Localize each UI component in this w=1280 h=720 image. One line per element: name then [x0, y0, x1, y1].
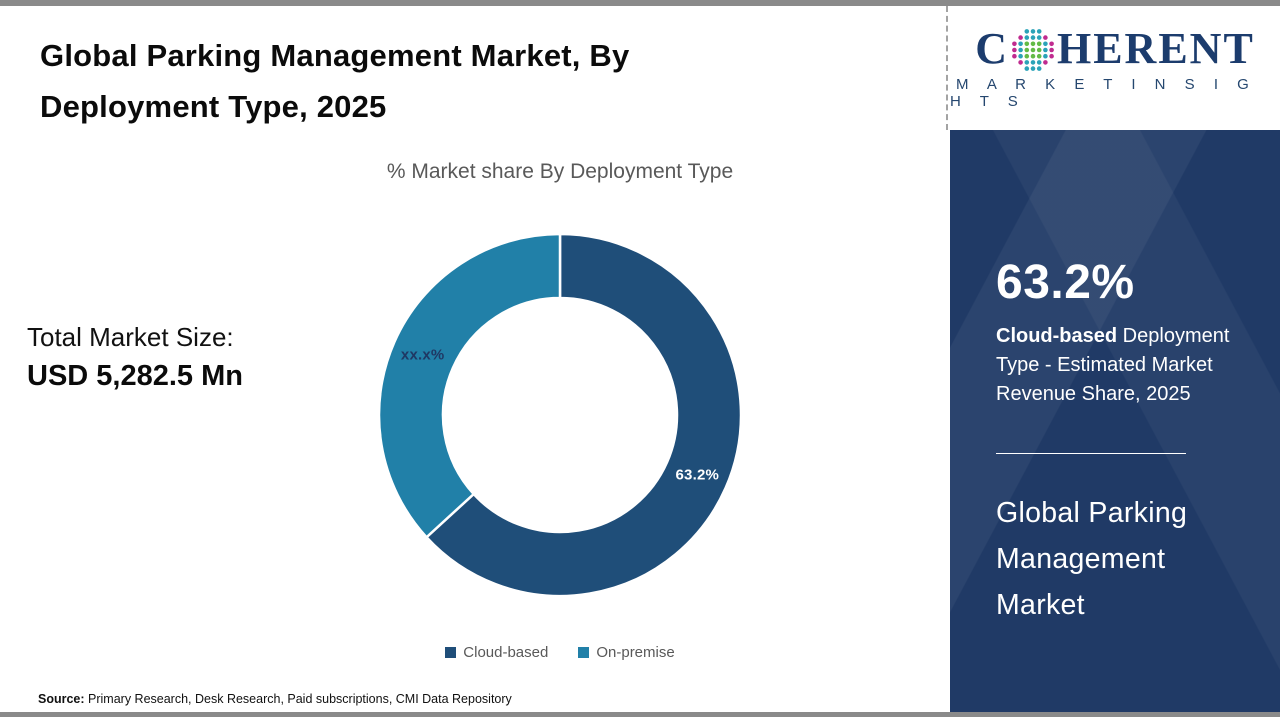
- legend-label: On-premise: [596, 644, 675, 661]
- highlight-description-bold: Cloud-based: [996, 325, 1118, 347]
- source-text: Primary Research, Desk Research, Paid su…: [84, 692, 512, 706]
- brand-logo: C HERENT M A R K E T I N S I G H T S: [950, 6, 1280, 130]
- logo-letters-herent: HERENT: [1056, 24, 1255, 73]
- legend-swatch-icon: [445, 647, 457, 658]
- source-line: Source: Primary Research, Desk Research,…: [38, 692, 512, 706]
- chart-legend: Cloud-based On-premise: [320, 644, 800, 661]
- slice-label-cloud-based: 63.2%: [675, 466, 720, 484]
- donut-chart: [377, 232, 743, 598]
- panel-divider-line: [996, 453, 1186, 454]
- legend-label: Cloud-based: [463, 644, 549, 661]
- legend-item-cloud-based: Cloud-based: [445, 644, 548, 661]
- legend-item-on-premise: On-premise: [578, 644, 675, 661]
- logo-letter-c: C: [975, 24, 1009, 73]
- highlight-panel: 63.2% Cloud-based Deployment Type - Esti…: [950, 130, 1280, 712]
- highlight-description-rest: Deployment Type - Estimated Market Reven…: [996, 325, 1230, 405]
- panel-market-name: Global Parking Management Market: [996, 497, 1188, 621]
- chart-title: % Market share By Deployment Type: [386, 160, 734, 183]
- total-market-size-block: Total Market Size: USD 5,282.5 Mn: [27, 322, 243, 393]
- highlight-description: Cloud-based Deployment Type - Estimated …: [996, 322, 1258, 409]
- brand-logo-wordmark: C HERENT: [975, 26, 1255, 72]
- total-market-size-label: Total Market Size:: [27, 322, 234, 352]
- highlight-value: 63.2%: [996, 256, 1135, 309]
- donut-slice-cloud-based: [424, 232, 743, 598]
- brand-logo-subtitle: M A R K E T I N S I G H T S: [950, 76, 1257, 110]
- slice-label-on-premise: xx.x%: [400, 346, 445, 364]
- page-title: Global Parking Management Market, By Dep…: [40, 38, 630, 124]
- source-label: Source:: [38, 692, 85, 706]
- legend-swatch-icon: [578, 647, 590, 658]
- bottom-border-bar: [0, 712, 1280, 717]
- top-border-bar: [0, 0, 1280, 6]
- donut-slice-on-premise: [377, 232, 562, 540]
- sidebar-dashed-separator: [946, 6, 948, 130]
- total-market-size-value: USD 5,282.5 Mn: [27, 360, 243, 392]
- dotted-globe-icon: [1012, 29, 1054, 71]
